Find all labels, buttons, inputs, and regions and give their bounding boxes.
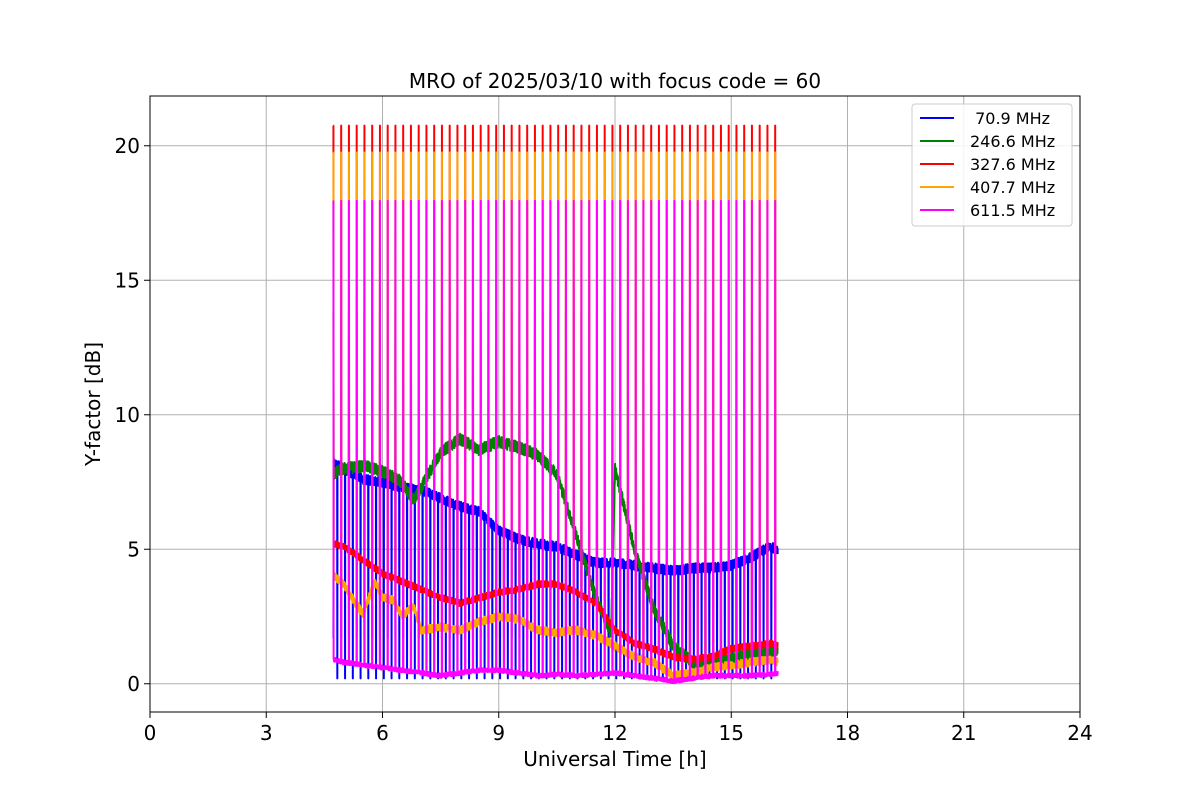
x-tick-label: 3: [260, 721, 273, 745]
x-tick-label: 12: [602, 721, 627, 745]
legend-label: 70.9 MHz: [970, 109, 1050, 128]
series-line: [332, 124, 779, 664]
series-layer: [332, 124, 779, 685]
series-line: [332, 311, 779, 672]
y-tick-label: 0: [127, 672, 140, 696]
legend-label: 407.7 MHz: [970, 178, 1055, 197]
series-line: [332, 151, 779, 680]
legend: 70.9 MHz 246.6 MHz 327.6 MHz 407.7 MHz 611.5…: [911, 103, 1073, 227]
y-axis-label: Y-factor [dB]: [81, 342, 105, 467]
chart-title: MRO of 2025/03/10 with focus code = 60: [409, 69, 821, 93]
legend-box: [911, 103, 1073, 227]
x-tick-label: 18: [835, 721, 860, 745]
x-tick-label: 0: [144, 721, 157, 745]
x-tick-label: 6: [376, 721, 389, 745]
legend-label: 327.6 MHz: [970, 155, 1055, 174]
legend-label: 246.6 MHz: [970, 132, 1055, 151]
legend-label: 611.5 MHz: [970, 201, 1055, 220]
x-tick-label: 24: [1067, 721, 1092, 745]
y-tick-label: 15: [115, 268, 140, 292]
series-line: [332, 199, 779, 685]
x-axis-label: Universal Time [h]: [523, 747, 706, 771]
series-line: [332, 457, 779, 680]
y-tick-label: 5: [127, 537, 140, 561]
y-tick-label: 20: [115, 134, 140, 158]
y-tick-label: 10: [115, 403, 140, 427]
x-tick-label: 15: [719, 721, 744, 745]
ticks: 0 3 6 9 12 15 18 21 24 0 5 10 15 20: [115, 134, 1093, 745]
x-tick-label: 9: [492, 721, 505, 745]
x-tick-label: 21: [951, 721, 976, 745]
